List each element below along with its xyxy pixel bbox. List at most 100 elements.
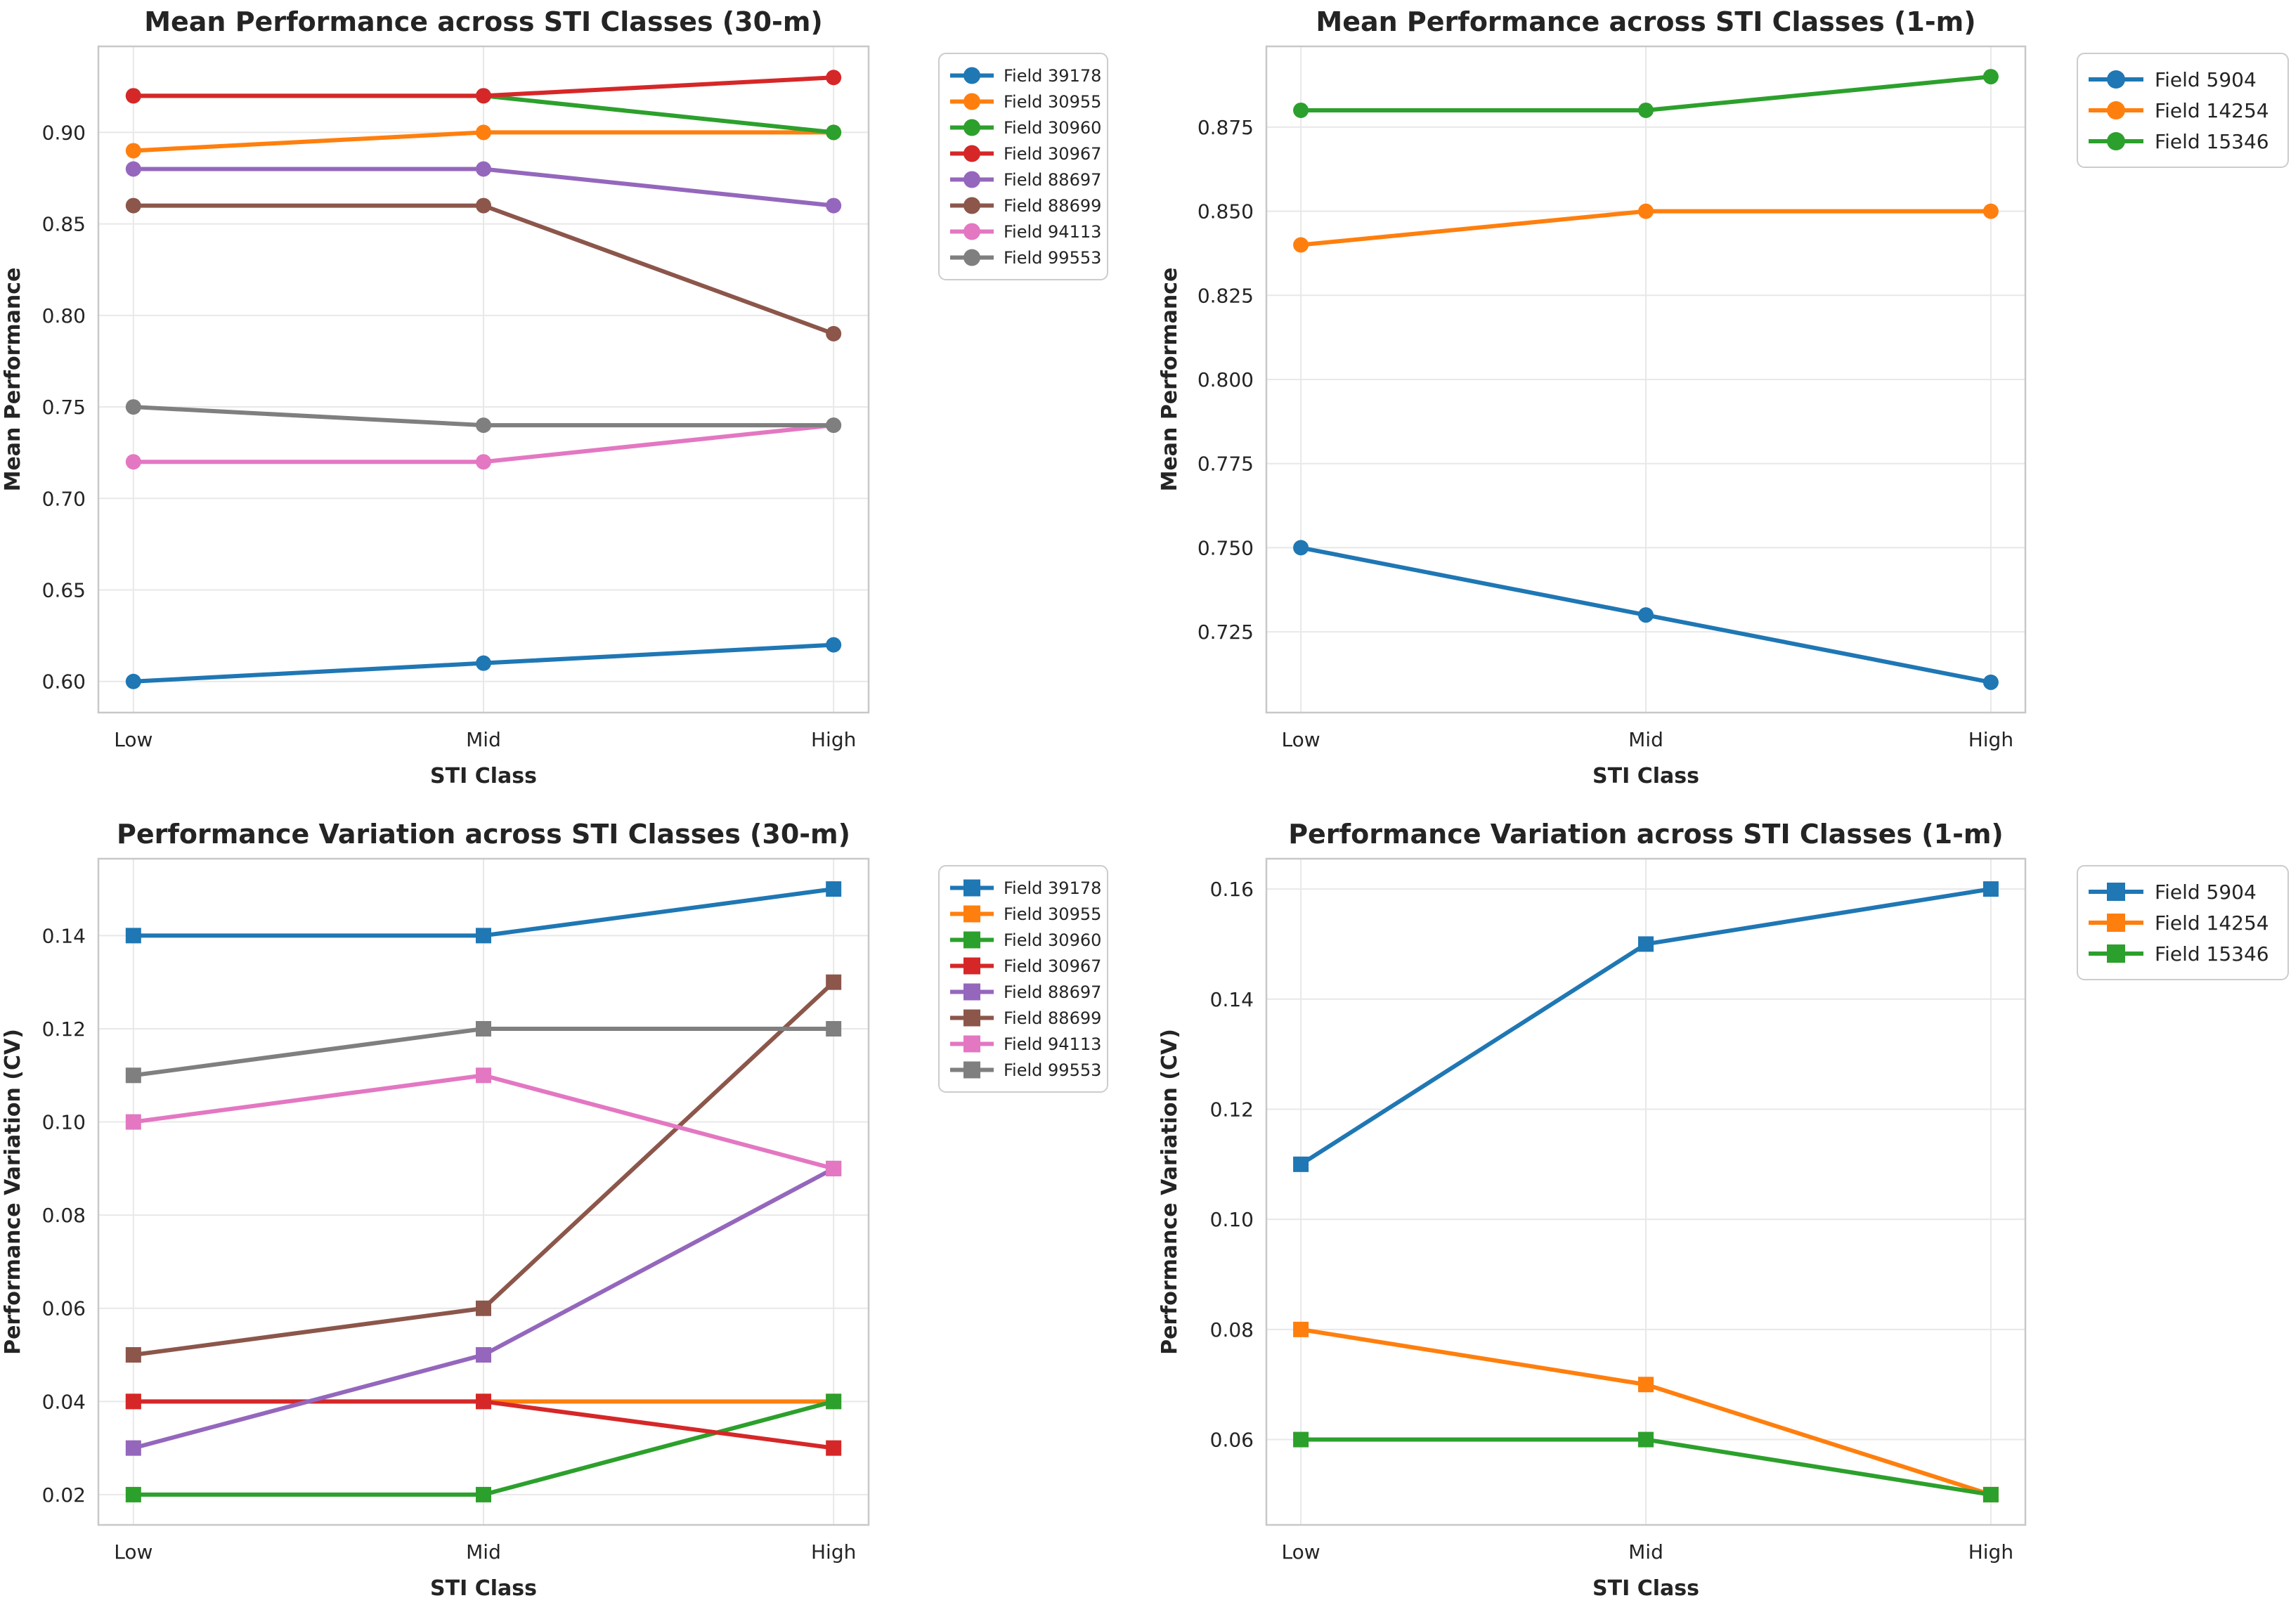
series-field-99553 — [125, 399, 842, 434]
y-tick-label: 0.60 — [42, 670, 86, 694]
marker-field-30967-mid — [476, 1394, 491, 1410]
marker-field-14254-high — [1982, 203, 1999, 219]
legend-label: Field 30967 — [1004, 144, 1101, 164]
legend: Field 39178 Field 30955 Field 30960 Field 3… — [938, 53, 1108, 280]
y-tick-label: 0.90 — [42, 121, 86, 144]
chart-title: Mean Performance across STI Classes (1-m… — [1316, 6, 1975, 37]
series-field-30967 — [125, 1394, 842, 1456]
x-tick-label: Low — [114, 728, 152, 751]
y-tick-label: 0.875 — [1198, 116, 1254, 139]
marker-field-88699-high — [826, 325, 842, 342]
legend-square-marker-icon — [963, 905, 980, 923]
y-tick-label: 0.725 — [1198, 621, 1254, 644]
y-tick-labels: 0.02 0.04 0.06 0.08 0.10 0.12 0.14 — [42, 924, 86, 1507]
y-tick-label: 0.65 — [42, 579, 86, 602]
marker-field-30967-low — [125, 1394, 141, 1410]
x-tick-label: Low — [114, 1540, 152, 1564]
marker-field-15346-high — [1982, 1486, 1999, 1502]
legend-label: Field 94113 — [1004, 1034, 1101, 1054]
legend-item-field-30960: Field 30960 — [950, 118, 1101, 138]
legend-circle-marker-icon — [2107, 101, 2125, 119]
marker-field-94113-low — [125, 454, 141, 470]
marker-field-15346-low — [1293, 102, 1309, 118]
x-tick-label: High — [1968, 728, 2013, 751]
marker-field-94113-low — [125, 1114, 141, 1130]
marker-field-99553-low — [125, 1067, 141, 1084]
marker-field-30967-high — [826, 70, 842, 86]
marker-field-15346-low — [1293, 1431, 1309, 1448]
marker-field-14254-low — [1293, 237, 1309, 253]
series-field-99553 — [125, 1020, 842, 1084]
x-axis-label: STI Class — [1592, 1576, 1699, 1601]
y-tick-label: 0.75 — [42, 396, 86, 419]
legend-circle-marker-icon — [963, 93, 980, 110]
y-tick-label: 0.02 — [42, 1483, 86, 1507]
y-tick-label: 0.750 — [1198, 536, 1254, 559]
legend-item-field-15346: Field 15346 — [2089, 130, 2269, 153]
legend-square-marker-icon — [963, 1061, 980, 1079]
marker-field-94113-mid — [476, 454, 491, 470]
plot-border — [97, 45, 870, 714]
marker-field-5904-mid — [1638, 936, 1654, 952]
x-tick-labels: Low Mid High — [114, 1540, 856, 1564]
marker-field-88697-low — [125, 161, 141, 177]
marker-field-88697-high — [826, 197, 842, 214]
y-tick-label: 0.85 — [42, 213, 86, 236]
series-field-15346 — [1293, 1431, 1999, 1502]
legend-item-field-94113: Field 94113 — [950, 1034, 1101, 1054]
legend-item-field-15346: Field 15346 — [2089, 942, 2269, 966]
marker-field-14254-mid — [1638, 1377, 1654, 1393]
legend-item-field-39178: Field 39178 — [950, 66, 1101, 86]
legend-circle-marker-icon — [963, 197, 980, 214]
legend-box — [2077, 53, 2289, 168]
legend-square-marker-icon — [963, 1009, 980, 1027]
marker-field-88699-low — [125, 197, 141, 214]
marker-field-30960-low — [125, 1486, 141, 1502]
gridlines — [1266, 859, 2025, 1525]
marker-field-30967-low — [125, 88, 141, 104]
y-tick-label: 0.12 — [1210, 1098, 1254, 1121]
legend-label: Field 88699 — [1004, 196, 1101, 216]
y-tick-labels: 0.725 0.750 0.775 0.800 0.825 0.850 0.875 — [1198, 116, 1254, 644]
legend-label: Field 30960 — [1004, 930, 1101, 950]
chart-svg-mean-performance-1m: 0.725 0.750 0.775 0.800 0.825 0.850 0.875 Low Mi… — [1157, 6, 2289, 788]
legend-circle-marker-icon — [963, 249, 980, 266]
gridlines — [98, 46, 869, 713]
y-tick-label: 0.14 — [1210, 988, 1254, 1011]
y-tick-label: 0.850 — [1198, 200, 1254, 223]
marker-field-30960-mid — [476, 1486, 491, 1502]
marker-field-5904-high — [1982, 674, 1999, 690]
legend-square-marker-icon — [2107, 914, 2125, 932]
chart-svg-mean-performance-30m: 0.60 0.65 0.70 0.75 0.80 0.85 0.90 Low Mid High Me… — [1, 6, 1108, 788]
chart-title: Mean Performance across STI Classes (30-… — [144, 6, 823, 37]
legend-label: Field 14254 — [2155, 99, 2269, 122]
series-field-14254 — [1293, 203, 1999, 253]
legend-label: Field 14254 — [2155, 911, 2269, 935]
y-axis-label: Mean Performance — [1, 268, 25, 492]
legend-circle-marker-icon — [963, 171, 980, 188]
x-tick-label: High — [811, 1540, 856, 1564]
legend-item-field-88699: Field 88699 — [950, 1008, 1101, 1028]
marker-field-88699-high — [826, 974, 842, 990]
legend-label: Field 5904 — [2155, 68, 2257, 91]
legend-box — [938, 53, 1108, 280]
marker-field-15346-high — [1982, 69, 1999, 85]
series-field-5904 — [1293, 540, 1999, 690]
legend-square-marker-icon — [963, 1035, 980, 1053]
legend-circle-marker-icon — [963, 119, 980, 136]
y-axis-label: Mean Performance — [1157, 268, 1182, 492]
legend-item-field-88697: Field 88697 — [950, 170, 1101, 190]
legend-label: Field 39178 — [1004, 66, 1101, 86]
y-tick-label: 0.10 — [1210, 1208, 1254, 1231]
legend-label: Field 30955 — [1004, 92, 1101, 112]
marker-field-5904-high — [1982, 881, 1999, 897]
marker-field-99553-high — [826, 417, 842, 434]
marker-field-30955-low — [125, 143, 141, 159]
series-field-30967 — [125, 70, 842, 104]
y-tick-labels: 0.60 0.65 0.70 0.75 0.80 0.85 0.90 — [42, 121, 86, 693]
series-field-88699 — [125, 974, 842, 1363]
marker-field-5904-mid — [1638, 607, 1654, 623]
legend-item-field-14254: Field 14254 — [2089, 911, 2269, 935]
chart-mean-performance-30m: 0.60 0.65 0.70 0.75 0.80 0.85 0.90 Low Mid High Me… — [0, 0, 1146, 812]
